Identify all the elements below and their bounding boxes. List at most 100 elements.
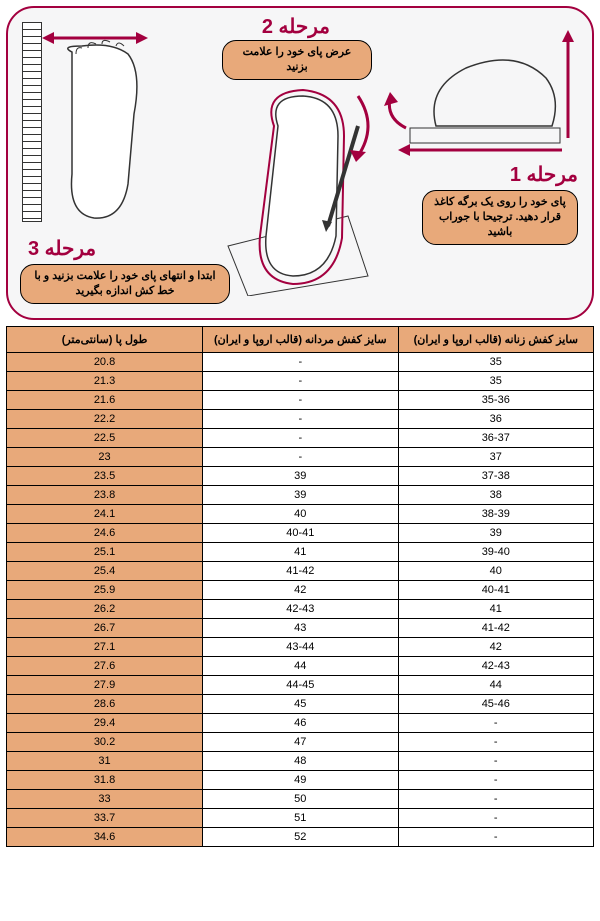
- cell-length: 24.6: [7, 524, 203, 543]
- cell-length: 27.1: [7, 638, 203, 657]
- step1-sketch: [376, 28, 576, 158]
- cell-length: 34.6: [7, 828, 203, 847]
- step1-callout: پای خود را روی یک برگه کاغذ قرار دهید. ت…: [422, 190, 578, 245]
- cell-length: 28.6: [7, 695, 203, 714]
- col-header-length: طول پا (سانتی‌متر): [7, 327, 203, 353]
- cell-women: 35: [398, 372, 593, 391]
- cell-length: 26.2: [7, 600, 203, 619]
- size-table: سایز کفش زنانه (قالب اروپا و ایران) سایز…: [6, 326, 594, 847]
- cell-length: 31.8: [7, 771, 203, 790]
- cell-length: 23.8: [7, 486, 203, 505]
- step3-title: مرحله 3: [28, 236, 96, 261]
- step2-title: مرحله 2: [262, 14, 330, 39]
- table-row: -4931.8: [7, 771, 594, 790]
- step1-title: مرحله 1: [510, 162, 578, 187]
- table-row: 4243-4427.1: [7, 638, 594, 657]
- cell-women: -: [398, 828, 593, 847]
- cell-length: 33: [7, 790, 203, 809]
- cell-men: 43: [203, 619, 398, 638]
- cell-length: 33.7: [7, 809, 203, 828]
- table-row: 37-23: [7, 448, 594, 467]
- cell-men: -: [203, 353, 398, 372]
- cell-women: 38: [398, 486, 593, 505]
- cell-length: 25.4: [7, 562, 203, 581]
- cell-women: 42: [398, 638, 593, 657]
- ruler-icon: [22, 22, 42, 222]
- cell-length: 25.9: [7, 581, 203, 600]
- table-row: 45-464528.6: [7, 695, 594, 714]
- cell-women: 35-36: [398, 391, 593, 410]
- cell-men: -: [203, 391, 398, 410]
- cell-men: -: [203, 429, 398, 448]
- cell-women: -: [398, 771, 593, 790]
- cell-women: 38-39: [398, 505, 593, 524]
- table-row: -4629.4: [7, 714, 594, 733]
- cell-men: 49: [203, 771, 398, 790]
- cell-length: 26.7: [7, 619, 203, 638]
- step2-sketch: [208, 86, 388, 296]
- cell-men: 42: [203, 581, 398, 600]
- cell-men: 42-43: [203, 600, 398, 619]
- cell-men: 44-45: [203, 676, 398, 695]
- cell-women: -: [398, 714, 593, 733]
- table-row: 39-404125.1: [7, 543, 594, 562]
- step2-callout: عرض پای خود را علامت بزنید: [222, 40, 372, 80]
- table-row: 35-36-21.6: [7, 391, 594, 410]
- table-row: -5033: [7, 790, 594, 809]
- table-row: 4142-4326.2: [7, 600, 594, 619]
- table-row: 383923.8: [7, 486, 594, 505]
- cell-women: 41-42: [398, 619, 593, 638]
- cell-men: 40: [203, 505, 398, 524]
- cell-men: 40-41: [203, 524, 398, 543]
- cell-length: 30.2: [7, 733, 203, 752]
- cell-length: 24.1: [7, 505, 203, 524]
- cell-length: 25.1: [7, 543, 203, 562]
- cell-men: -: [203, 410, 398, 429]
- cell-men: 43-44: [203, 638, 398, 657]
- cell-women: 44: [398, 676, 593, 695]
- table-row: 41-424326.7: [7, 619, 594, 638]
- cell-length: 31: [7, 752, 203, 771]
- table-row: -4831: [7, 752, 594, 771]
- cell-length: 22.2: [7, 410, 203, 429]
- cell-length: 29.4: [7, 714, 203, 733]
- table-header-row: سایز کفش زنانه (قالب اروپا و ایران) سایز…: [7, 327, 594, 353]
- cell-men: -: [203, 448, 398, 467]
- cell-men: 47: [203, 733, 398, 752]
- table-row: 35-21.3: [7, 372, 594, 391]
- col-header-women: سایز کفش زنانه (قالب اروپا و ایران): [398, 327, 593, 353]
- cell-men: 46: [203, 714, 398, 733]
- cell-women: 35: [398, 353, 593, 372]
- table-row: 4444-4527.9: [7, 676, 594, 695]
- cell-men: 45: [203, 695, 398, 714]
- table-row: 36-37-22.5: [7, 429, 594, 448]
- cell-women: -: [398, 733, 593, 752]
- cell-length: 23: [7, 448, 203, 467]
- cell-women: 40: [398, 562, 593, 581]
- table-row: -5234.6: [7, 828, 594, 847]
- cell-men: 50: [203, 790, 398, 809]
- cell-women: 37: [398, 448, 593, 467]
- cell-women: 36-37: [398, 429, 593, 448]
- cell-women: 42-43: [398, 657, 593, 676]
- cell-women: -: [398, 809, 593, 828]
- cell-length: 20.8: [7, 353, 203, 372]
- cell-length: 23.5: [7, 467, 203, 486]
- table-row: -5133.7: [7, 809, 594, 828]
- table-row: 35-20.8: [7, 353, 594, 372]
- cell-women: -: [398, 752, 593, 771]
- cell-women: 39-40: [398, 543, 593, 562]
- table-row: 4041-4225.4: [7, 562, 594, 581]
- cell-men: 41: [203, 543, 398, 562]
- cell-men: 51: [203, 809, 398, 828]
- cell-women: 36: [398, 410, 593, 429]
- cell-women: 39: [398, 524, 593, 543]
- cell-length: 27.9: [7, 676, 203, 695]
- table-row: 36-22.2: [7, 410, 594, 429]
- cell-men: -: [203, 372, 398, 391]
- cell-men: 44: [203, 657, 398, 676]
- cell-women: 40-41: [398, 581, 593, 600]
- measurement-diagram: مرحله 2 عرض پای خود را علامت بزنید مرحله…: [6, 6, 594, 320]
- cell-length: 21.3: [7, 372, 203, 391]
- cell-men: 48: [203, 752, 398, 771]
